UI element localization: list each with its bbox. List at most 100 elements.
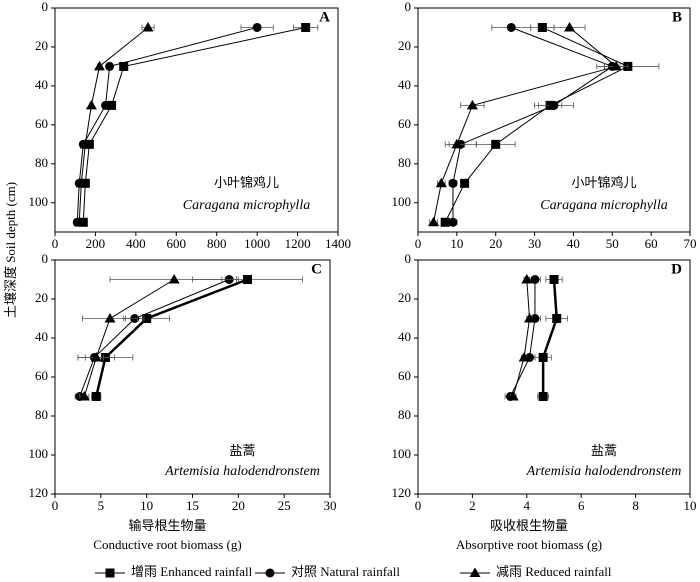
y-tick-label: 0	[405, 0, 412, 14]
marker-circle	[530, 275, 540, 284]
marker-triangle	[85, 99, 97, 110]
panel-label: A	[319, 9, 330, 25]
x-tick-label: 30	[528, 236, 541, 251]
x-tick-label: 60	[645, 236, 658, 251]
plot-frame	[417, 7, 691, 233]
x-tick-label: 4	[524, 498, 531, 513]
y-tick-label: 80	[35, 407, 48, 422]
x-tick-label: 5	[98, 498, 105, 513]
marker-square	[552, 314, 562, 323]
y-tick-label: 40	[398, 77, 411, 92]
marker-triangle	[142, 21, 154, 32]
x-axis-label-cn: 输导根生物量	[128, 518, 206, 533]
y-tick-label: 80	[398, 155, 411, 170]
y-tick-label: 100	[392, 194, 412, 209]
marker-triangle	[78, 391, 90, 401]
marker-square	[119, 61, 129, 71]
marker-triangle	[168, 274, 180, 284]
marker-circle	[448, 178, 458, 188]
marker-triangle	[524, 313, 536, 323]
series-line	[95, 278, 248, 397]
x-tick-label: 10	[684, 498, 697, 513]
y-tick-label: 100	[29, 446, 49, 461]
y-tick-label: 100	[392, 446, 412, 461]
marker-square	[84, 139, 94, 149]
y-tick-label: 80	[398, 407, 411, 422]
legend-label: 减雨 Reduced rainfall	[496, 564, 612, 579]
species-cn: 小叶锦鸡儿	[214, 175, 279, 190]
y-tick-label: 60	[398, 368, 411, 383]
species-latin: Caragana microphylla	[540, 198, 667, 213]
marker-triangle	[93, 60, 105, 71]
y-tick-label: 20	[398, 38, 411, 53]
x-tick-label: 400	[126, 236, 146, 251]
marker-square	[78, 217, 88, 227]
marker-square	[91, 392, 101, 401]
y-tick-label: 40	[35, 77, 48, 92]
series-line	[510, 279, 536, 397]
marker-triangle	[507, 391, 519, 401]
x-axis-label: Conductive root biomass (g)	[93, 537, 241, 552]
marker-triangle	[451, 138, 463, 149]
x-tick-label: 25	[278, 498, 291, 513]
marker-circle	[549, 100, 559, 110]
x-tick-label: 0	[52, 236, 59, 251]
species-latin: Artemisia halodendronstem	[526, 464, 682, 479]
x-tick-label: 0	[415, 498, 422, 513]
y-axis-label: 土壤深度 Soil depth (cm)	[3, 182, 18, 318]
legend-label: 对照 Natural rainfall	[291, 564, 400, 579]
series-line	[541, 279, 558, 397]
x-axis-label-cn: 吸收根生物量	[490, 518, 568, 533]
marker-triangle	[435, 177, 447, 188]
x-tick-label: 10	[450, 236, 463, 251]
y-tick-label: 120	[392, 485, 412, 500]
marker-square	[243, 275, 252, 284]
marker-triangle	[521, 274, 533, 284]
marker-square	[537, 22, 547, 32]
species-cn: 小叶锦鸡儿	[571, 175, 636, 190]
x-axis-label: Absorptive root biomass (g)	[456, 537, 602, 552]
marker-square	[105, 568, 115, 578]
series-line	[452, 27, 614, 223]
marker-square	[549, 275, 559, 284]
x-tick-label: 70	[684, 236, 697, 251]
marker-square	[538, 353, 548, 362]
marker-square	[142, 314, 152, 323]
y-tick-label: 0	[42, 0, 49, 14]
marker-circle	[448, 217, 458, 227]
y-tick-label: 60	[398, 116, 411, 131]
series-line	[82, 26, 306, 223]
x-tick-label: 20	[232, 498, 245, 513]
panel-label: B	[672, 9, 682, 25]
marker-triangle	[564, 21, 576, 32]
series-line	[76, 26, 258, 223]
marker-square	[460, 178, 470, 188]
y-tick-label: 80	[35, 155, 48, 170]
y-tick-label: 20	[35, 290, 48, 305]
x-tick-label: 40	[567, 236, 580, 251]
x-tick-label: 50	[606, 236, 619, 251]
marker-circle	[105, 61, 115, 71]
series-line	[83, 279, 175, 397]
x-tick-label: 0	[415, 236, 422, 251]
marker-square	[440, 217, 450, 227]
series-line	[78, 27, 149, 223]
x-tick-label: 6	[578, 498, 585, 513]
x-tick-label: 1200	[285, 236, 311, 251]
y-tick-label: 100	[29, 194, 49, 209]
series-line	[512, 279, 531, 397]
marker-triangle	[428, 216, 440, 227]
y-tick-label: 40	[35, 329, 48, 344]
species-cn: 盐蒿	[229, 443, 255, 458]
marker-circle	[101, 100, 111, 110]
marker-circle	[506, 22, 516, 32]
marker-circle	[265, 568, 275, 578]
marker-triangle	[75, 177, 87, 188]
series-line	[79, 279, 230, 397]
x-tick-label: 15	[186, 498, 199, 513]
x-tick-label: 8	[632, 498, 639, 513]
marker-triangle	[104, 313, 116, 323]
y-tick-label: 60	[35, 116, 48, 131]
species-latin: Caragana microphylla	[183, 198, 310, 213]
